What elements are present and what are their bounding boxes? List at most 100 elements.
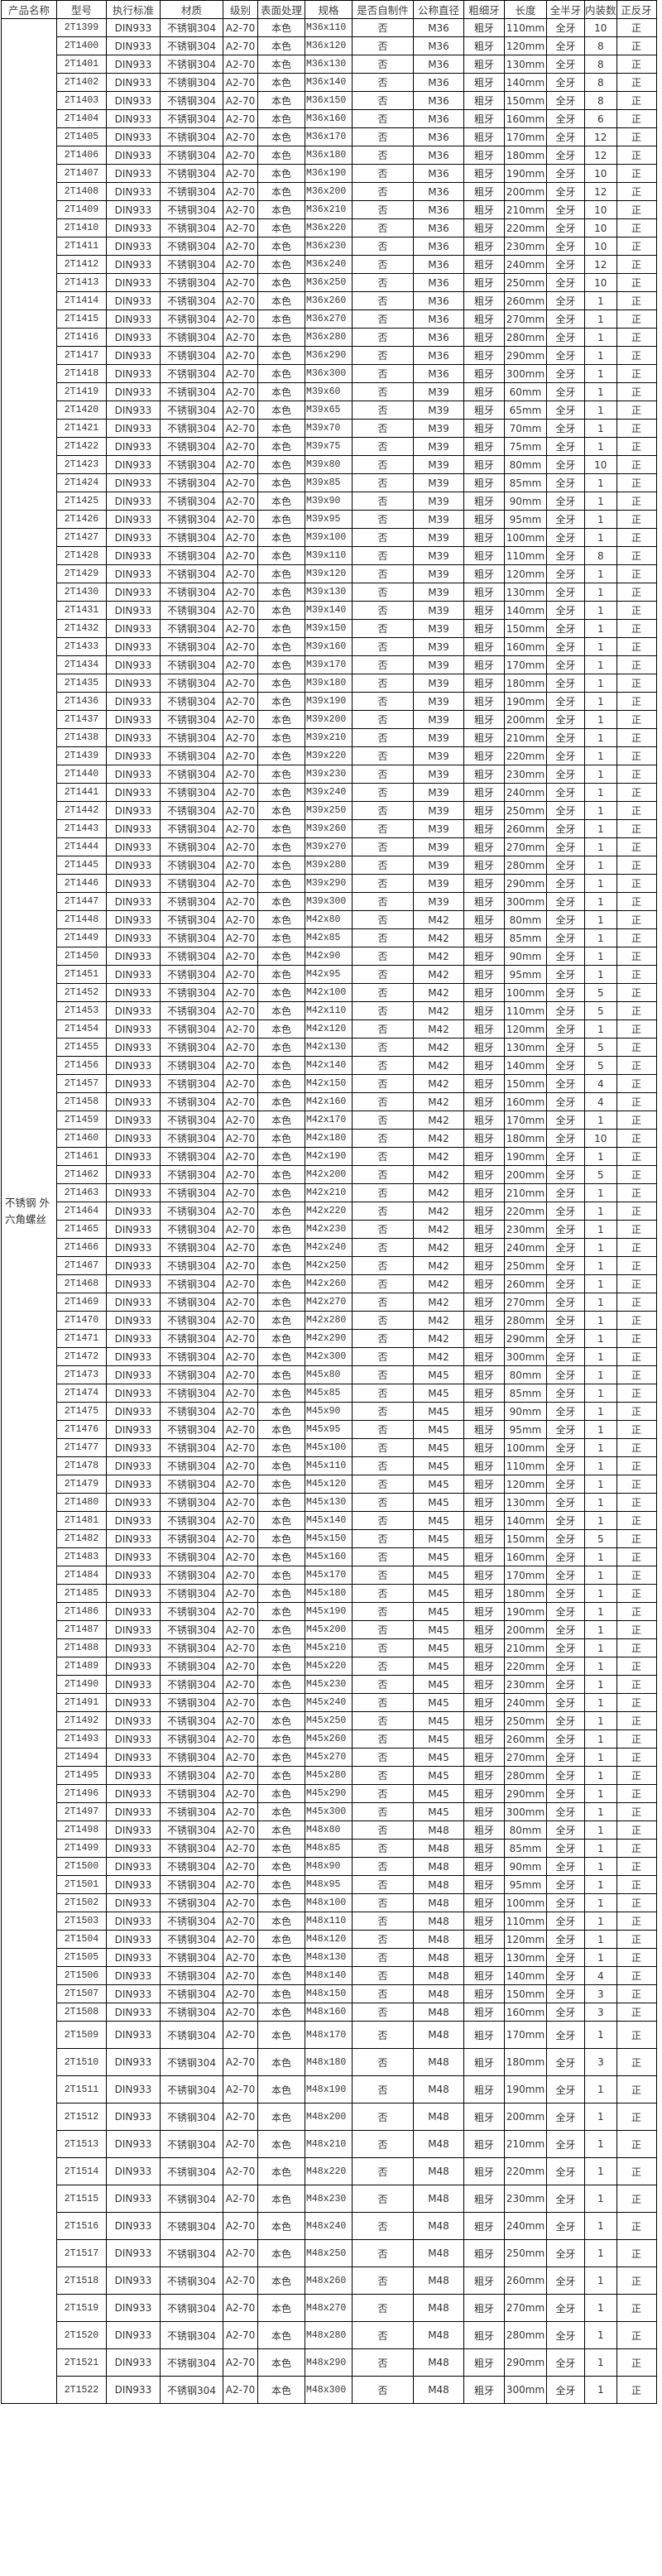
spec-cell: M45x270 bbox=[305, 1748, 353, 1767]
spec-cell: M45x110 bbox=[305, 1456, 353, 1475]
grade-cell: A2-70 bbox=[223, 1984, 258, 2003]
self-made-cell: 否 bbox=[352, 1948, 414, 1967]
model-cell: 2T1415 bbox=[56, 309, 107, 329]
model-cell: 2T1400 bbox=[56, 36, 107, 55]
model-cell: 2T1420 bbox=[56, 401, 107, 420]
thread-cell: 粗牙 bbox=[463, 1129, 505, 1148]
material-cell: 不锈钢304 bbox=[160, 109, 223, 128]
direction-cell: 正 bbox=[616, 1893, 657, 1912]
spec-cell: M39x140 bbox=[305, 601, 353, 620]
quantity-cell: 1 bbox=[584, 510, 617, 529]
surface-cell: 本色 bbox=[257, 1912, 305, 1931]
quantity-cell: 1 bbox=[584, 419, 617, 438]
model-cell: 2T1433 bbox=[56, 637, 107, 656]
material-cell: 不锈钢304 bbox=[160, 1729, 223, 1749]
thread-cell: 粗牙 bbox=[463, 783, 505, 802]
standard-cell: DIN933 bbox=[106, 1220, 161, 1239]
self-made-cell: 否 bbox=[352, 146, 414, 165]
diameter-cell: M36 bbox=[413, 18, 464, 37]
self-made-cell: 否 bbox=[352, 1493, 414, 1512]
standard-cell: DIN933 bbox=[106, 1293, 161, 1312]
surface-cell: 本色 bbox=[257, 728, 305, 747]
full-half-cell: 全牙 bbox=[546, 1802, 585, 1821]
table-row: 2T1463 DIN933 不锈钢304 A2-70 本色 M42x210 否 M42 粗牙 21… bbox=[2, 1183, 657, 1202]
full-half-cell: 全牙 bbox=[546, 510, 585, 529]
material-cell: 不锈钢304 bbox=[160, 746, 223, 765]
direction-cell: 正 bbox=[616, 346, 657, 365]
quantity-cell: 1 bbox=[584, 1584, 617, 1603]
full-half-cell: 全牙 bbox=[546, 947, 585, 966]
surface-cell: 本色 bbox=[257, 419, 305, 438]
standard-cell: DIN933 bbox=[106, 1092, 161, 1111]
standard-cell: DIN933 bbox=[106, 1966, 161, 1985]
surface-cell: 本色 bbox=[257, 309, 305, 329]
thread-cell: 粗牙 bbox=[463, 1402, 505, 1421]
full-half-cell: 全牙 bbox=[546, 1602, 585, 1621]
quantity-cell: 1 bbox=[584, 1402, 617, 1421]
table-row: 2T1456 DIN933 不锈钢304 A2-70 本色 M42x140 否 M42 粗牙 14… bbox=[2, 1056, 657, 1075]
spec-cell: M36x250 bbox=[305, 273, 353, 292]
standard-cell: DIN933 bbox=[106, 218, 161, 237]
self-made-cell: 否 bbox=[352, 36, 414, 55]
material-cell: 不锈钢304 bbox=[160, 437, 223, 456]
model-cell: 2T1473 bbox=[56, 1365, 107, 1384]
full-half-cell: 全牙 bbox=[546, 1147, 585, 1166]
standard-cell: DIN933 bbox=[106, 1584, 161, 1603]
length-cell: 230mm bbox=[504, 1675, 547, 1694]
model-cell: 2T1441 bbox=[56, 783, 107, 802]
diameter-cell: M39 bbox=[413, 601, 464, 620]
diameter-cell: M36 bbox=[413, 146, 464, 165]
quantity-cell: 1 bbox=[584, 1456, 617, 1475]
standard-cell: DIN933 bbox=[106, 1529, 161, 1548]
full-half-cell: 全牙 bbox=[546, 1748, 585, 1767]
grade-cell: A2-70 bbox=[223, 1311, 258, 1330]
material-cell: 不锈钢304 bbox=[160, 1912, 223, 1931]
model-cell: 2T1486 bbox=[56, 1602, 107, 1621]
direction-cell: 正 bbox=[616, 437, 657, 456]
spec-cell: M42x150 bbox=[305, 1074, 353, 1093]
direction-cell: 正 bbox=[616, 1912, 657, 1931]
table-row: 2T1450 DIN933 不锈钢304 A2-70 本色 M42x90 否 M42 粗牙 90m… bbox=[2, 947, 657, 966]
length-cell: 260mm bbox=[504, 291, 547, 310]
diameter-cell: M39 bbox=[413, 856, 464, 875]
grade-cell: A2-70 bbox=[223, 1238, 258, 1257]
length-cell: 270mm bbox=[504, 837, 547, 856]
grade-cell: A2-70 bbox=[223, 1802, 258, 1821]
standard-cell: DIN933 bbox=[106, 965, 161, 984]
quantity-cell: 1 bbox=[584, 1147, 617, 1166]
grade-cell: A2-70 bbox=[223, 1365, 258, 1384]
material-cell: 不锈钢304 bbox=[160, 1584, 223, 1603]
material-cell: 不锈钢304 bbox=[160, 1092, 223, 1111]
thread-cell: 粗牙 bbox=[463, 2075, 505, 2103]
length-cell: 220mm bbox=[504, 1202, 547, 1221]
self-made-cell: 否 bbox=[352, 328, 414, 347]
header-thread: 粗细牙 bbox=[463, 0, 505, 19]
model-cell: 2T1401 bbox=[56, 55, 107, 74]
model-cell: 2T1429 bbox=[56, 564, 107, 583]
table-row: 2T1467 DIN933 不锈钢304 A2-70 本色 M42x250 否 M42 粗牙 25… bbox=[2, 1256, 657, 1275]
header-length: 长度 bbox=[504, 0, 547, 19]
table-row: 2T1515 DIN933 不锈钢304 A2-70 本色 M48x230 否 M48 粗牙 23… bbox=[2, 2185, 657, 2213]
header-material: 材质 bbox=[160, 0, 223, 19]
grade-cell: A2-70 bbox=[223, 1620, 258, 1639]
quantity-cell: 1 bbox=[584, 1766, 617, 1785]
material-cell: 不锈钢304 bbox=[160, 2075, 223, 2103]
table-row: 2T1470 DIN933 不锈钢304 A2-70 本色 M42x280 否 M42 粗牙 28… bbox=[2, 1311, 657, 1330]
grade-cell: A2-70 bbox=[223, 1456, 258, 1475]
thread-cell: 粗牙 bbox=[463, 1038, 505, 1057]
self-made-cell: 否 bbox=[352, 528, 414, 547]
direction-cell: 正 bbox=[616, 1729, 657, 1749]
thread-cell: 粗牙 bbox=[463, 1238, 505, 1257]
material-cell: 不锈钢304 bbox=[160, 2048, 223, 2076]
self-made-cell: 否 bbox=[352, 1111, 414, 1130]
material-cell: 不锈钢304 bbox=[160, 765, 223, 784]
quantity-cell: 1 bbox=[584, 564, 617, 583]
grade-cell: A2-70 bbox=[223, 328, 258, 347]
grade-cell: A2-70 bbox=[223, 1329, 258, 1348]
table-row: 2T1402 DIN933 不锈钢304 A2-70 本色 M36x140 否 M36 粗牙 14… bbox=[2, 73, 657, 92]
table-row: 2T1407 DIN933 不锈钢304 A2-70 本色 M36x190 否 M36 粗牙 19… bbox=[2, 164, 657, 183]
standard-cell: DIN933 bbox=[106, 1402, 161, 1421]
grade-cell: A2-70 bbox=[223, 55, 258, 74]
grade-cell: A2-70 bbox=[223, 1693, 258, 1712]
thread-cell: 粗牙 bbox=[463, 910, 505, 929]
